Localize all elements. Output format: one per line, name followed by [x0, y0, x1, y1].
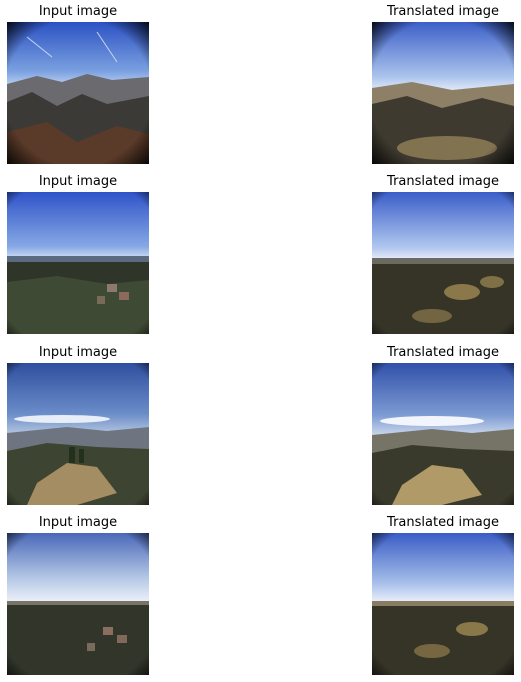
- input-image-title-1: Input image: [7, 4, 149, 20]
- translated-image-4: [372, 533, 514, 675]
- translated-image-title-4: Translated image: [372, 515, 514, 531]
- input-image-2: [7, 192, 149, 334]
- input-image-title-2: Input image: [7, 174, 149, 190]
- translated-image-3: [372, 363, 514, 505]
- input-image-title-3: Input image: [7, 345, 149, 361]
- input-image-4: [7, 533, 149, 675]
- translated-image-1: [372, 22, 514, 164]
- translated-image-title-1: Translated image: [372, 4, 514, 20]
- input-image-title-4: Input image: [7, 515, 149, 531]
- input-image-1: [7, 22, 149, 164]
- input-image-3: [7, 363, 149, 505]
- translated-image-title-2: Translated image: [372, 174, 514, 190]
- translated-image-title-3: Translated image: [372, 345, 514, 361]
- translated-image-2: [372, 192, 514, 334]
